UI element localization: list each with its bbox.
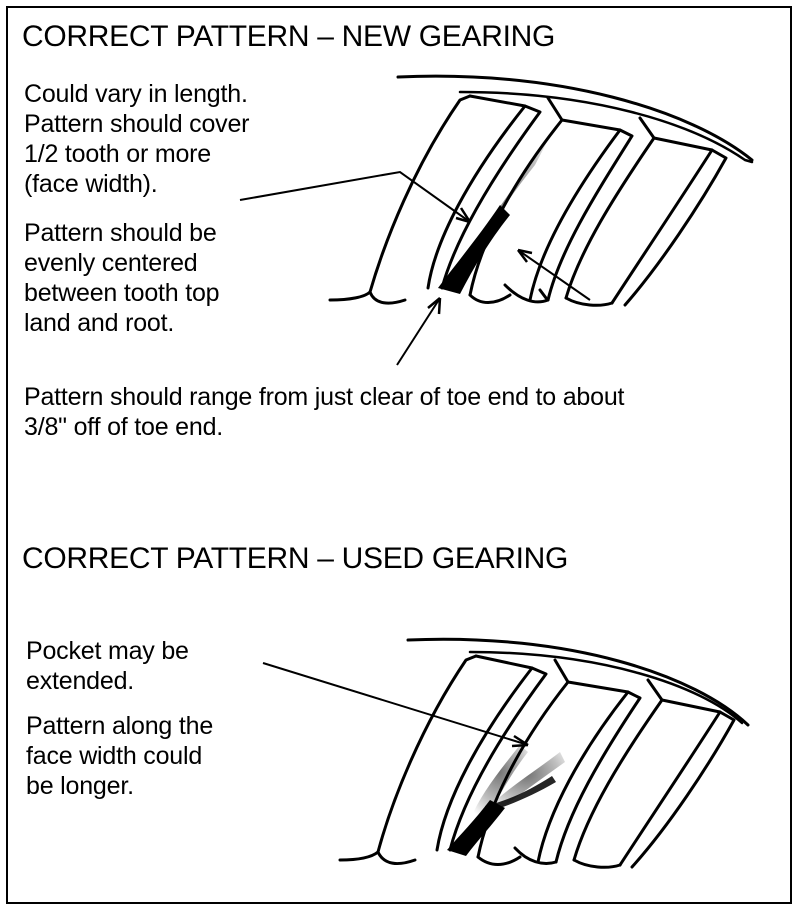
note-toe-range: Pattern should range from just clear of …: [24, 383, 625, 441]
note-pattern-longer: Pattern along the face width could be lo…: [26, 712, 214, 800]
used-tooth-1-top: [435, 654, 534, 852]
gear-rim-outer: [396, 74, 754, 162]
tooth-3-flank: [623, 148, 728, 307]
tooth-1-front: [328, 94, 472, 302]
used-tooth-1-front: [338, 654, 478, 862]
used-gear-teeth-illustration: [338, 637, 750, 869]
tooth-1-root: [368, 290, 407, 305]
tooth-3-root: [564, 296, 614, 307]
note-evenly-centered: Pattern should be evenly centered betwee…: [24, 219, 220, 337]
used-leader-lines: [262, 662, 529, 748]
tooth-2-root: [468, 293, 512, 304]
used-gearing-heading: CORRECT PATTERN – USED GEARING: [22, 542, 569, 575]
tooth-2-flank: [546, 128, 634, 302]
diagram-frame: [6, 6, 792, 904]
new-gearing-heading: CORRECT PATTERN – NEW GEARING: [22, 20, 556, 53]
leader-length: [239, 170, 471, 223]
tooth-1-top: [426, 94, 527, 290]
used-gear-rim-inner: [468, 650, 744, 725]
tooth-1-flank: [440, 104, 542, 290]
tooth-3-front: [564, 136, 656, 300]
note-pocket-extended: Pocket may be extended.: [26, 637, 189, 695]
leader-centered: [517, 249, 591, 301]
new-leader-lines: [239, 170, 591, 366]
used-gear-rim-outer: [406, 637, 750, 727]
leader-pocket: [262, 662, 529, 746]
used-contact-pattern: [447, 745, 565, 856]
gear-rim-inner: [458, 90, 754, 164]
tooth-2-heel: [503, 283, 550, 304]
new-gear-teeth-illustration: [328, 74, 754, 307]
leader-toe: [396, 297, 441, 366]
note-vary-length: Could vary in length. Pattern should cov…: [24, 80, 250, 198]
new-contact-pattern: [438, 140, 548, 294]
